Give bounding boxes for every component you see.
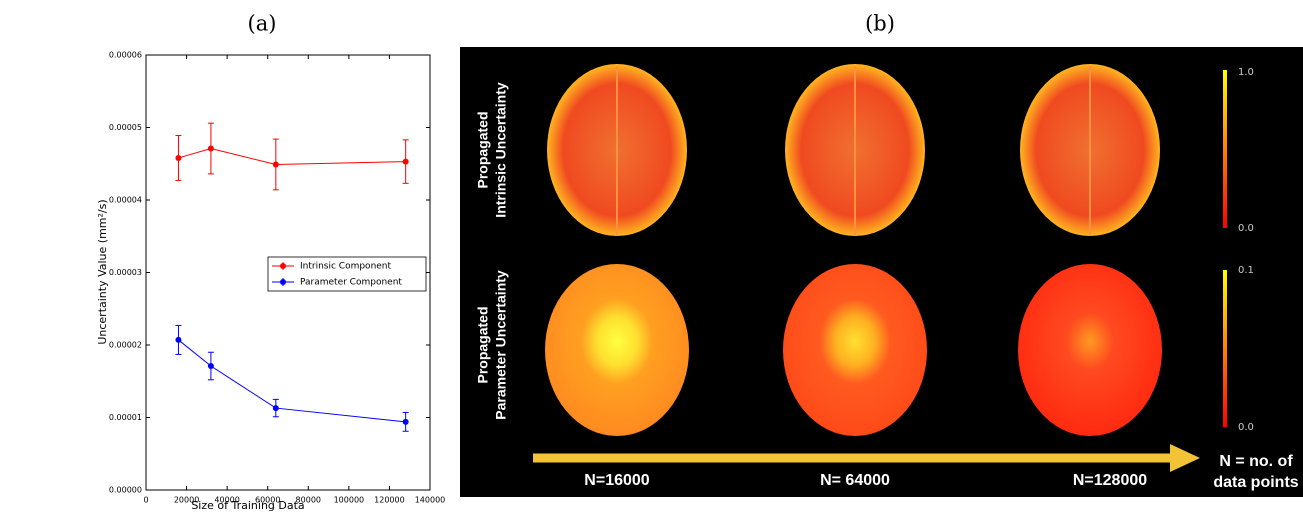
y-tick-label: 0.00006 — [109, 51, 142, 60]
data-point — [402, 418, 409, 425]
colorbar-label: 0.0 — [1238, 223, 1254, 234]
legend: Intrinsic Component Parameter Component — [267, 256, 427, 292]
panel-label: (a) — [248, 12, 277, 36]
column-label: N=16000 — [584, 472, 649, 489]
x-tick-label: 40000 — [214, 496, 239, 505]
y-tick-label: 0.00002 — [109, 341, 142, 350]
brain-map — [1018, 264, 1162, 436]
series-line — [178, 148, 406, 165]
column-label: N= 64000 — [820, 472, 890, 489]
arrow-label-line: data points — [1213, 474, 1298, 491]
arrow-head — [1170, 444, 1200, 472]
data-point — [207, 145, 214, 152]
x-tick-label: 20000 — [174, 496, 199, 505]
y-axis-label: Uncertainty Value (mm²/s) — [96, 199, 109, 344]
data-point — [402, 158, 409, 165]
brain-map — [545, 264, 689, 436]
panel-label: (b) — [865, 12, 895, 36]
row-label-line: Propagated — [475, 111, 491, 188]
row-label-line: Propagated — [475, 306, 491, 383]
x-tick-label: 120000 — [374, 496, 405, 505]
data-point — [175, 336, 182, 343]
row-label-line: Intrinsic Uncertainty — [493, 82, 509, 218]
colorbar-label: 0.0 — [1238, 422, 1254, 433]
y-tick-label: 0.00004 — [109, 196, 142, 205]
colorbar-label: 1.0 — [1238, 67, 1254, 78]
legend-label: Parameter Component — [300, 278, 402, 288]
legend-label: Intrinsic Component — [300, 262, 392, 272]
colorbar — [1223, 270, 1227, 427]
legend-swatch — [280, 263, 286, 269]
y-tick-label: 0.00001 — [109, 413, 142, 422]
y-tick-label: 0.00005 — [109, 123, 142, 132]
x-tick-label: 140000 — [415, 496, 446, 505]
series-line — [178, 339, 406, 423]
brain-images — [545, 64, 1162, 436]
row-label: Propagated Parameter Uncertainty — [475, 270, 509, 420]
data-point — [272, 405, 279, 412]
row-label-line: Parameter Uncertainty — [493, 270, 509, 420]
y-tick-label: 0.00003 — [109, 268, 142, 277]
legend-box — [267, 256, 427, 292]
x-tick-label: 0 — [143, 496, 148, 505]
x-axis-label: Size of Training Data — [191, 499, 304, 512]
row-label: Propagated Intrinsic Uncertainty — [475, 82, 509, 218]
colorbar-label: 0.1 — [1238, 265, 1254, 276]
data-point — [175, 154, 182, 161]
data-point — [207, 363, 214, 370]
data-point — [272, 161, 279, 168]
y-tick-label: 0.00000 — [109, 486, 142, 495]
brain-map — [783, 264, 927, 436]
legend-swatch — [280, 279, 286, 285]
x-tick-label: 100000 — [334, 496, 365, 505]
arrow-label-line: N = no. of — [1219, 453, 1293, 470]
x-tick-label: 60000 — [255, 496, 280, 505]
x-tick-label: 80000 — [296, 496, 321, 505]
column-label: N=128000 — [1073, 472, 1147, 489]
colorbar — [1223, 70, 1227, 228]
